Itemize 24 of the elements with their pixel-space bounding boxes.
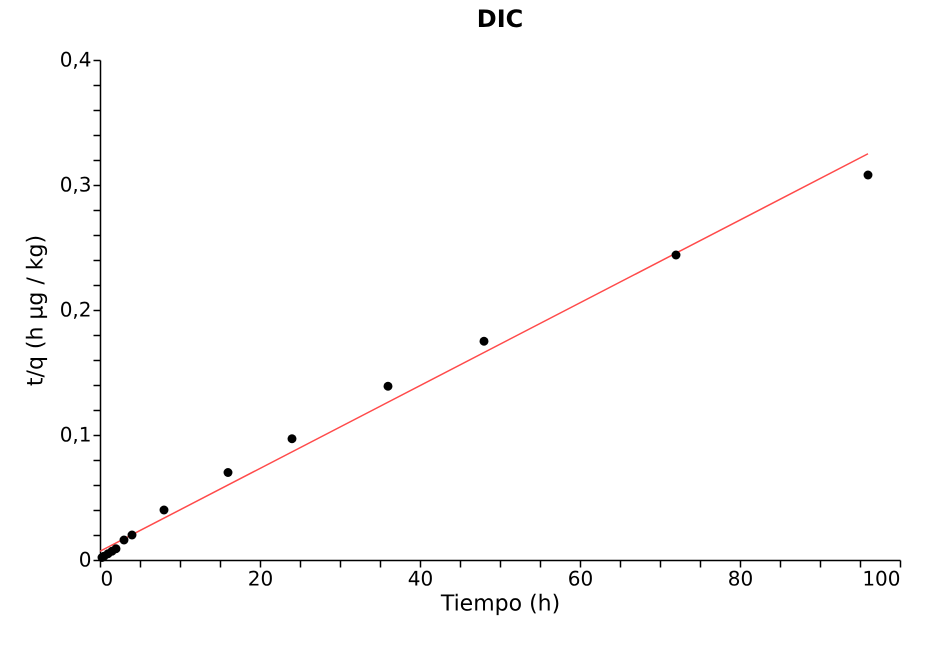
chart-title: DIC xyxy=(476,5,524,33)
y-tick-label: 0,2 xyxy=(60,298,92,322)
y-tick-label: 0,1 xyxy=(60,422,92,446)
y-tick-label: 0,4 xyxy=(60,48,92,72)
point xyxy=(160,506,168,514)
x-tick-label: 80 xyxy=(728,566,754,590)
x-tick-label: 20 xyxy=(248,566,274,590)
point xyxy=(112,544,120,554)
point xyxy=(120,536,128,544)
point xyxy=(224,468,232,477)
point xyxy=(480,336,488,346)
y-tick-label: 0 xyxy=(78,548,92,572)
point xyxy=(864,170,872,180)
y-tick-label: 0,3 xyxy=(60,172,92,196)
point xyxy=(672,250,680,260)
x-tick-label: 0 xyxy=(100,566,114,590)
point xyxy=(128,530,136,540)
x-tick-label: 100 xyxy=(862,566,900,590)
point xyxy=(384,382,392,391)
y-axis-title: t/q (h µg / kg) xyxy=(24,234,49,386)
x-axis-title: Tiempo (h) xyxy=(440,592,560,616)
x-tick-label: 40 xyxy=(408,566,434,590)
point xyxy=(288,434,296,444)
x-tick-label: 60 xyxy=(568,566,594,590)
